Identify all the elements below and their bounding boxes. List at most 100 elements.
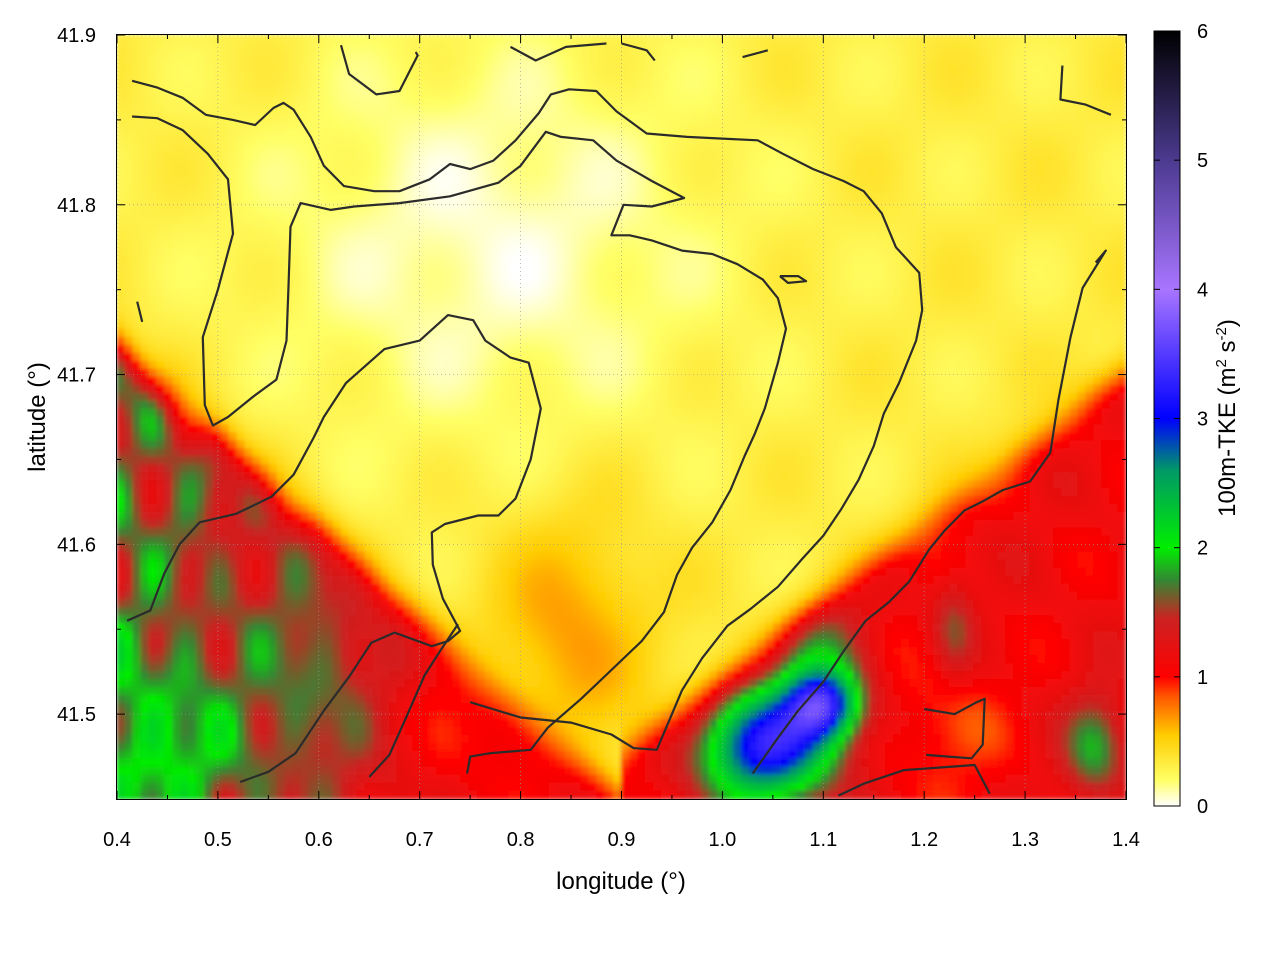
heatmap-cell bbox=[885, 305, 895, 315]
heatmap-cell bbox=[933, 328, 943, 339]
heatmap-cell bbox=[685, 193, 695, 203]
heatmap-cell bbox=[741, 241, 751, 251]
heatmap-cell bbox=[941, 145, 951, 155]
heatmap-cell bbox=[452, 98, 462, 108]
heatmap-cell bbox=[484, 249, 494, 259]
heatmap-cell bbox=[965, 305, 975, 315]
heatmap-cell bbox=[652, 297, 663, 307]
heatmap-cell bbox=[821, 121, 831, 132]
heatmap-cell bbox=[909, 249, 919, 259]
heatmap-cell bbox=[668, 82, 679, 92]
heatmap-cell bbox=[588, 82, 599, 92]
heatmap-cell bbox=[428, 74, 438, 84]
heatmap-cell bbox=[124, 177, 134, 187]
heatmap-cell bbox=[660, 42, 671, 52]
heatmap-cell bbox=[733, 129, 743, 140]
heatmap-cell bbox=[660, 35, 671, 44]
heatmap-cell bbox=[588, 233, 599, 243]
heatmap-cell bbox=[789, 312, 799, 323]
heatmap-cell bbox=[789, 249, 799, 259]
heatmap-cell bbox=[356, 137, 366, 148]
heatmap-cell bbox=[292, 153, 302, 163]
heatmap-cell bbox=[460, 114, 470, 124]
heatmap-cell bbox=[1037, 74, 1047, 84]
heatmap-cell bbox=[196, 35, 206, 44]
heatmap-cell bbox=[749, 169, 759, 179]
heatmap-cell bbox=[1069, 281, 1079, 291]
heatmap-cell bbox=[364, 50, 374, 60]
heatmap-cell bbox=[701, 121, 711, 132]
heatmap-cell bbox=[260, 193, 270, 203]
heatmap-cell bbox=[660, 153, 671, 163]
heatmap-cell bbox=[1045, 289, 1055, 299]
heatmap-cell bbox=[644, 137, 655, 148]
heatmap-cell bbox=[476, 265, 486, 275]
heatmap-cell bbox=[1101, 169, 1111, 179]
heatmap-cell bbox=[380, 297, 390, 307]
heatmap-cell bbox=[957, 233, 967, 243]
heatmap-cell bbox=[981, 153, 991, 163]
heatmap-cell bbox=[1053, 114, 1063, 124]
heatmap-cell bbox=[332, 193, 342, 203]
heatmap-cell bbox=[380, 201, 390, 211]
heatmap-cell bbox=[981, 121, 991, 132]
heatmap-cell bbox=[997, 320, 1007, 331]
heatmap-cell bbox=[644, 74, 655, 84]
heatmap-cell bbox=[853, 297, 863, 307]
heatmap-cell bbox=[877, 233, 887, 243]
heatmap-cell bbox=[476, 344, 486, 354]
heatmap-cell bbox=[893, 249, 903, 259]
heatmap-cell bbox=[276, 177, 286, 187]
heatmap-cell bbox=[516, 121, 526, 132]
heatmap-cell bbox=[244, 336, 254, 346]
heatmap-cell bbox=[805, 66, 815, 76]
heatmap-cell bbox=[981, 161, 991, 171]
heatmap-cell bbox=[436, 42, 446, 52]
heatmap-cell bbox=[893, 106, 903, 116]
heatmap-cell bbox=[420, 233, 430, 243]
heatmap-cell bbox=[604, 233, 615, 243]
heatmap-cell bbox=[452, 82, 462, 92]
heatmap-cell bbox=[596, 121, 607, 132]
heatmap-cell bbox=[1005, 82, 1015, 92]
heatmap-cell bbox=[1037, 106, 1047, 116]
heatmap-cell bbox=[1037, 249, 1047, 259]
heatmap-cell bbox=[885, 297, 895, 307]
heatmap-cell bbox=[861, 121, 871, 132]
heatmap-cell bbox=[252, 209, 262, 219]
heatmap-cell bbox=[941, 193, 951, 203]
heatmap-cell bbox=[885, 185, 895, 195]
heatmap-cell bbox=[348, 50, 358, 60]
heatmap-cell bbox=[228, 344, 238, 354]
heatmap-cell bbox=[308, 129, 318, 140]
heatmap-cell bbox=[460, 289, 470, 299]
heatmap-cell bbox=[845, 42, 855, 52]
heatmap-cell bbox=[348, 217, 358, 227]
heatmap-cell bbox=[164, 50, 174, 60]
heatmap-cell bbox=[516, 82, 526, 92]
heatmap-cell bbox=[733, 114, 743, 124]
heatmap-cell bbox=[837, 35, 847, 44]
heatmap-cell bbox=[677, 58, 687, 68]
heatmap-cell bbox=[140, 241, 150, 251]
heatmap-cell bbox=[877, 74, 887, 84]
heatmap-cell bbox=[428, 305, 438, 315]
heatmap-cell bbox=[444, 50, 454, 60]
heatmap-cell bbox=[484, 121, 494, 132]
heatmap-cell bbox=[925, 320, 935, 331]
heatmap-cell bbox=[476, 185, 486, 195]
heatmap-cell bbox=[652, 98, 663, 108]
heatmap-cell bbox=[981, 336, 991, 346]
heatmap-cell bbox=[332, 320, 342, 331]
heatmap-cell bbox=[781, 344, 791, 354]
heatmap-cell bbox=[580, 281, 591, 291]
heatmap-cell bbox=[837, 312, 847, 323]
heatmap-cell bbox=[252, 90, 262, 100]
heatmap-cell bbox=[933, 289, 943, 299]
heatmap-cell bbox=[893, 312, 903, 323]
heatmap-cell bbox=[388, 74, 398, 84]
heatmap-cell bbox=[1005, 42, 1015, 52]
heatmap-cell bbox=[636, 297, 647, 307]
heatmap-cell bbox=[725, 58, 735, 68]
heatmap-cell bbox=[220, 273, 230, 283]
